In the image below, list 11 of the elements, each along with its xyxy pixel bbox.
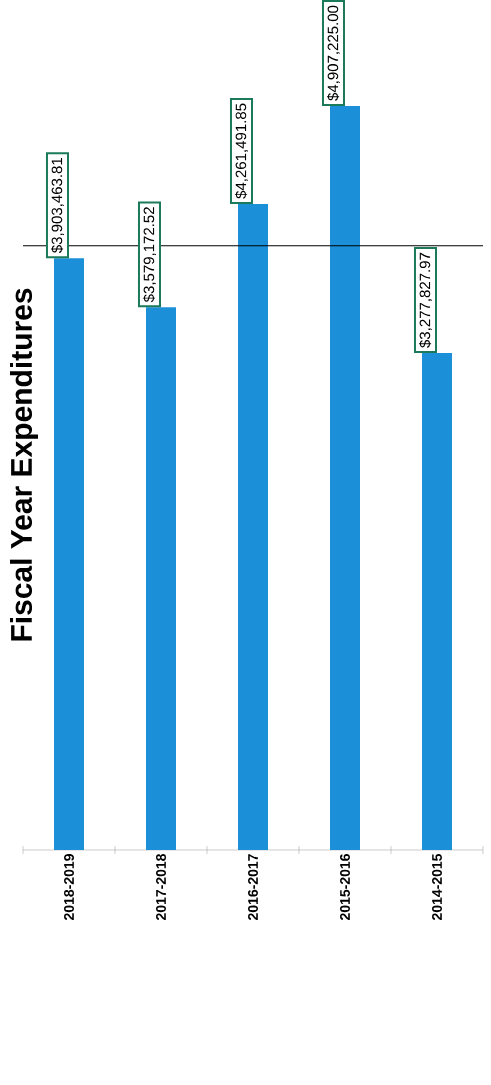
text: Fiscal Year Expenditures <box>10 288 38 641</box>
data-label: $4,907,225.00 <box>326 5 340 101</box>
data-label: $3,903,463.81 <box>50 158 64 254</box>
data-label: $3,277,827.97 <box>418 252 432 348</box>
x-tick-label: 2018-2019 <box>64 854 74 920</box>
x-tick-label: 2016-2017 <box>248 854 258 920</box>
data-label: $4,261,491.85 <box>234 103 248 199</box>
x-tick-label: 2014-2015 <box>432 853 442 920</box>
x-tick-label: 2015-2016 <box>340 854 350 920</box>
data-label: $3,579,172.52 <box>142 207 156 303</box>
x-tick-label: 2017-2018 <box>156 853 166 920</box>
